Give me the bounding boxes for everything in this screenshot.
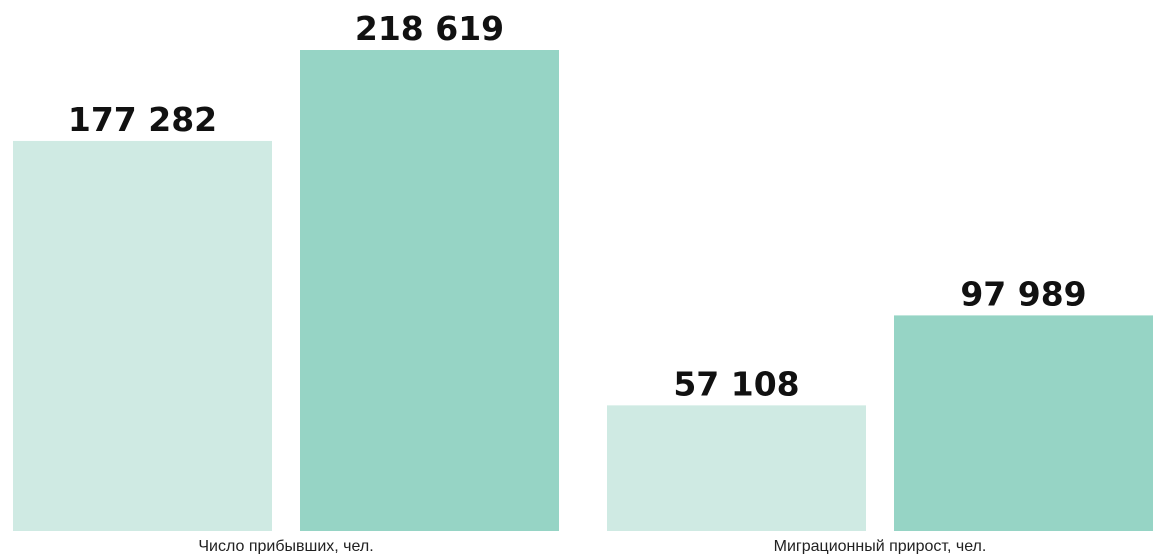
bar-1-0 bbox=[607, 405, 866, 531]
bar-1-1 bbox=[894, 315, 1153, 531]
bar-0-1 bbox=[300, 50, 559, 531]
value-label-1-1: 97 989 bbox=[960, 274, 1086, 313]
value-label-0-1: 218 619 bbox=[355, 9, 504, 48]
bars-group bbox=[13, 50, 1153, 532]
bar-0-0 bbox=[13, 140, 272, 532]
category-label-0: Число прибывших, чел. bbox=[198, 538, 373, 554]
category-label-1: Миграционный прирост, чел. bbox=[774, 538, 987, 554]
value-label-0-0: 177 282 bbox=[68, 100, 217, 139]
value-label-1-0: 57 108 bbox=[673, 364, 799, 403]
value-labels-group: 177 282 218 619 57 108 97 989 bbox=[68, 9, 1087, 403]
category-labels-group: Число прибывших, чел. Миграционный прирос… bbox=[198, 538, 986, 554]
